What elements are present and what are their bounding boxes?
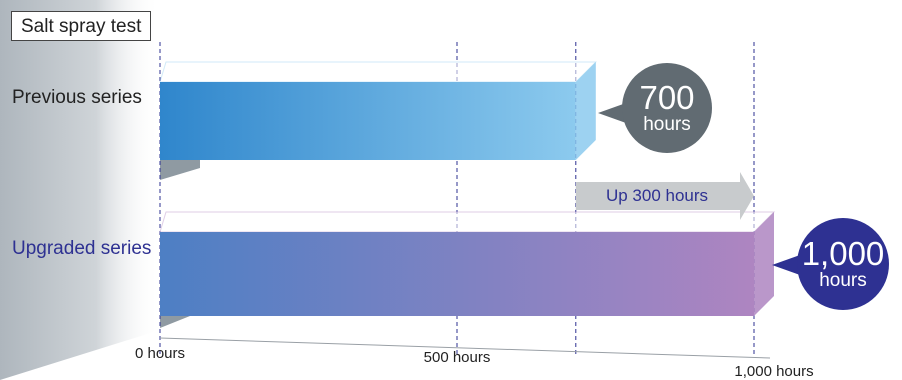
bar-previous [160, 82, 576, 160]
increase-arrow [575, 172, 754, 220]
x-axis-floor-line [159, 337, 771, 359]
value-label-upgraded: 1,000 [801, 235, 885, 272]
category-label-upgraded: Upgraded series [12, 238, 152, 259]
x-tick-label-0: 0 hours [135, 345, 185, 362]
bar-end-previous [575, 62, 596, 160]
badge-tail-previous [598, 103, 626, 123]
category-label-previous: Previous series [12, 87, 142, 108]
bar-upgraded [160, 232, 754, 316]
bar-top-previous [159, 61, 598, 83]
x-tick-label-1000: 1,000 hours [734, 363, 813, 380]
back-wall [0, 0, 160, 380]
bar-end-upgraded [754, 212, 774, 316]
value-badge-previous: 700 hours [622, 63, 712, 153]
x-tick-label-500: 500 hours [424, 349, 491, 366]
chart-title: Salt spray test [11, 11, 152, 41]
value-unit-upgraded: hours [819, 270, 867, 291]
value-unit-previous: hours [643, 114, 691, 135]
increase-annotation-label: Up 300 hours [605, 186, 709, 205]
value-label-previous: 700 [639, 79, 695, 116]
badge-tail-upgraded [772, 255, 800, 275]
value-badge-upgraded: 1,000 hours [797, 218, 889, 310]
bar-top-upgraded [159, 211, 776, 233]
